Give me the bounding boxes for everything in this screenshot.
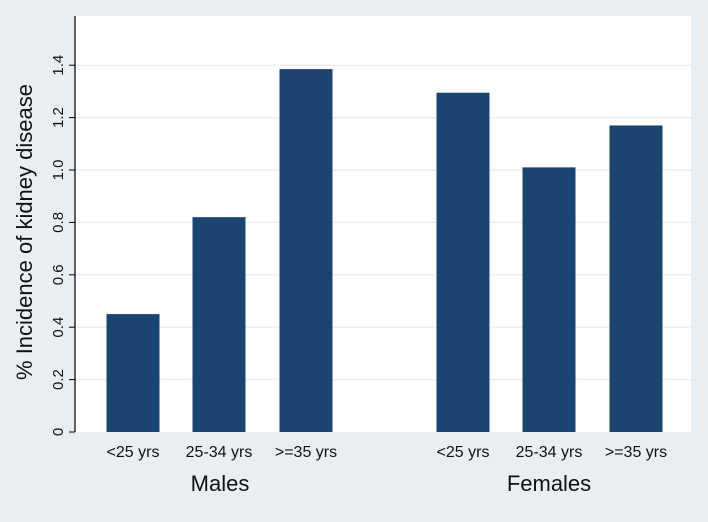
y-tick-label: 1.2 (50, 107, 67, 128)
category-label: 25-34 yrs (186, 444, 253, 461)
y-tick-label: 0.8 (50, 212, 67, 233)
category-label: 25-34 yrs (516, 444, 583, 461)
y-axis-title: % Incidence of kidney disease (12, 84, 37, 380)
y-tick-label: 1.4 (50, 55, 67, 76)
category-label: <25 yrs (107, 444, 160, 461)
y-axis-ticks: 0 0.2 0.4 0.6 0.8 1.0 1.2 1.4 (50, 55, 75, 436)
y-tick-label: 0.2 (50, 369, 67, 390)
y-tick-label: 0.4 (50, 317, 67, 338)
y-tick-label: 1.0 (50, 160, 67, 181)
bar-females-1 (522, 167, 576, 432)
y-tick-label: 0 (50, 428, 67, 436)
bar-males-2 (279, 69, 333, 432)
bar-males-1 (192, 217, 246, 432)
bar-females-0 (436, 92, 490, 433)
plot-area (75, 16, 691, 432)
group-labels: Males Females (191, 471, 592, 496)
category-label: >=35 yrs (275, 444, 337, 461)
bar-females-2 (609, 125, 663, 433)
group-label-males: Males (191, 471, 250, 496)
group-label-females: Females (507, 471, 591, 496)
gridlines (76, 64, 691, 381)
category-labels: <25 yrs 25-34 yrs >=35 yrs <25 yrs 25-34 yrs… (107, 444, 668, 461)
y-tick-label: 0.6 (50, 264, 67, 285)
category-label: <25 yrs (437, 444, 490, 461)
bars (106, 69, 663, 433)
bar-males-0 (106, 314, 160, 432)
category-label: >=35 yrs (605, 444, 667, 461)
